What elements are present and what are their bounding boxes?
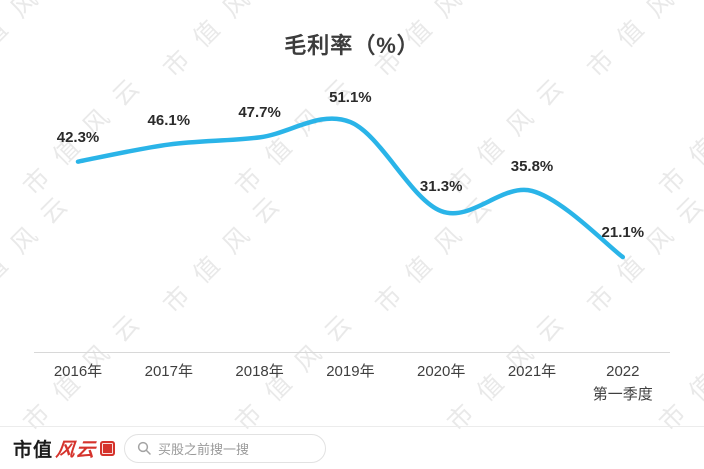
gross-margin-chart: 毛利率（%） 42.3% 46.1% 47.7% 51.1% 31.3% 35.8% 21.…: [34, 33, 670, 404]
search-box[interactable]: 买股之前搜一搜: [124, 433, 327, 463]
line-chart-canvas: [75, 116, 626, 260]
fengyun-seal-icon: [100, 440, 116, 456]
x-axis-label: 2016年: [53, 363, 103, 380]
data-label: 42.3%: [56, 128, 100, 146]
chart-title: 毛利率（%）: [284, 33, 420, 58]
data-label: 51.1%: [329, 89, 372, 107]
data-label: 35.8%: [510, 157, 554, 175]
brand-logo: 市值 风云: [13, 435, 116, 462]
data-label: 47.7%: [238, 104, 281, 122]
brand-text-fengyun: 风云: [54, 439, 97, 461]
data-label: 31.3%: [419, 178, 463, 196]
x-axis-line: [34, 352, 670, 353]
footer-bar: 市值 风云 买股之前搜一搜: [0, 426, 704, 469]
x-axis-label: 2019年: [326, 363, 375, 380]
search-placeholder: 买股之前搜一搜: [158, 441, 250, 457]
x-axis-label: 2018年: [235, 363, 284, 380]
brand-text-shizhi: 市值: [13, 439, 54, 461]
line-series: [75, 116, 626, 260]
data-label: 46.1%: [147, 111, 191, 129]
data-label: 21.1%: [601, 224, 645, 242]
x-axis-label: 2020年: [417, 363, 466, 380]
search-icon: [137, 441, 151, 455]
x-axis-label: 2022 第一季度: [592, 363, 653, 404]
x-axis-label: 2021年: [507, 363, 557, 380]
x-axis-label: 2017年: [144, 363, 193, 380]
